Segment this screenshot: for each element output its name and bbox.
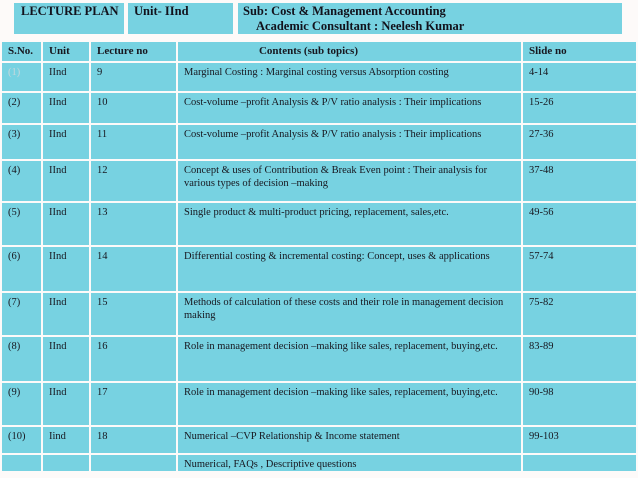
slides-cell: 49-56 xyxy=(523,203,636,245)
lecture-cell: 9 xyxy=(91,63,176,91)
header-row: S.No. Unit Lecture no Contents (sub topi… xyxy=(2,42,636,61)
unit-cell: IInd xyxy=(43,247,89,291)
slides-cell: 27-36 xyxy=(523,125,636,159)
slides-cell: 37-48 xyxy=(523,161,636,201)
sno-cell: (7) xyxy=(2,293,41,335)
subject-line: Sub: Cost & Management Accounting xyxy=(243,4,446,18)
slides-cell: 57-74 xyxy=(523,247,636,291)
contents-cell: Role in management decision –making like… xyxy=(178,383,521,425)
lecture-cell: 16 xyxy=(91,337,176,381)
unit-cell: IInd xyxy=(43,125,89,159)
unit-cell: IInd xyxy=(43,203,89,245)
slides-cell xyxy=(523,455,636,471)
sno-cell: (5) xyxy=(2,203,41,245)
slides-cell: 83-89 xyxy=(523,337,636,381)
table-row: (9) IInd 17 Role in management decision … xyxy=(2,383,636,425)
sno-cell: (3) xyxy=(2,125,41,159)
unit-cell: IInd xyxy=(43,161,89,201)
lecture-plan-table: S.No. Unit Lecture no Contents (sub topi… xyxy=(0,40,638,473)
sno-cell xyxy=(2,455,41,471)
slides-cell: 99-103 xyxy=(523,427,636,453)
unit-cell: IInd xyxy=(43,337,89,381)
table-row: (2) IInd 10 Cost-volume –profit Analysis… xyxy=(2,93,636,123)
lecture-cell: 15 xyxy=(91,293,176,335)
slides-cell: 15-26 xyxy=(523,93,636,123)
table-row: (3) IInd 11 Cost-volume –profit Analysis… xyxy=(2,125,636,159)
slides-cell: 90-98 xyxy=(523,383,636,425)
contents-cell: Single product & multi-product pricing, … xyxy=(178,203,521,245)
unit-cell: IInd xyxy=(43,93,89,123)
table-row: (5) IInd 13 Single product & multi-produ… xyxy=(2,203,636,245)
contents-cell: Cost-volume –profit Analysis & P/V ratio… xyxy=(178,93,521,123)
sno-cell: (1) xyxy=(2,63,41,91)
lecture-cell: 14 xyxy=(91,247,176,291)
sno-cell: (6) xyxy=(2,247,41,291)
unit-cell: IInd xyxy=(43,293,89,335)
header-contents: Contents (sub topics) xyxy=(178,42,521,61)
lecture-cell: 11 xyxy=(91,125,176,159)
contents-cell: Marginal Costing : Marginal costing vers… xyxy=(178,63,521,91)
table-row: (7) IInd 15 Methods of calculation of th… xyxy=(2,293,636,335)
lecture-cell: 10 xyxy=(91,93,176,123)
consultant-line: Academic Consultant : Neelesh Kumar xyxy=(256,19,465,33)
table-row: Numerical, FAQs , Descriptive questions xyxy=(2,455,636,471)
lecture-cell: 13 xyxy=(91,203,176,245)
plan-title: LECTURE PLAN xyxy=(14,3,124,34)
header-lecture-no: Lecture no xyxy=(91,42,176,61)
slides-cell: 4-14 xyxy=(523,63,636,91)
contents-cell: Numerical –CVP Relationship & Income sta… xyxy=(178,427,521,453)
unit-label: Unit- IInd xyxy=(128,3,233,34)
slides-cell: 75-82 xyxy=(523,293,636,335)
table-row: (4) IInd 12 Concept & uses of Contributi… xyxy=(2,161,636,201)
sno-cell: (2) xyxy=(2,93,41,123)
lecture-cell: 17 xyxy=(91,383,176,425)
header-slide-no: Slide no xyxy=(523,42,636,61)
contents-cell: Role in management decision –making like… xyxy=(178,337,521,381)
contents-cell: Concept & uses of Contribution & Break E… xyxy=(178,161,521,201)
header-sno: S.No. xyxy=(2,42,41,61)
table-row: (8) IInd 16 Role in management decision … xyxy=(2,337,636,381)
sno-cell: (4) xyxy=(2,161,41,201)
lecture-cell: 18 xyxy=(91,427,176,453)
sno-cell: (8) xyxy=(2,337,41,381)
unit-cell: Iind xyxy=(43,427,89,453)
lecture-cell xyxy=(91,455,176,471)
unit-cell: IInd xyxy=(43,383,89,425)
contents-cell: Methods of calculation of these costs an… xyxy=(178,293,521,335)
sno-cell: (9) xyxy=(2,383,41,425)
header-unit: Unit xyxy=(43,42,89,61)
table-row: (1) IInd 9 Marginal Costing : Marginal c… xyxy=(2,63,636,91)
contents-cell: Numerical, FAQs , Descriptive questions xyxy=(178,455,521,471)
table-row: (6) IInd 14 Differential costing & incre… xyxy=(2,247,636,291)
unit-cell xyxy=(43,455,89,471)
sno-cell: (10) xyxy=(2,427,41,453)
table-row: (10) Iind 18 Numerical –CVP Relationship… xyxy=(2,427,636,453)
subject-block: Sub: Cost & Management Accounting Academ… xyxy=(238,3,622,34)
unit-cell: IInd xyxy=(43,63,89,91)
contents-cell: Cost-volume –profit Analysis & P/V ratio… xyxy=(178,125,521,159)
lecture-cell: 12 xyxy=(91,161,176,201)
contents-cell: Differential costing & incremental costi… xyxy=(178,247,521,291)
title-bar: LECTURE PLAN Unit- IInd Sub: Cost & Mana… xyxy=(14,3,622,34)
